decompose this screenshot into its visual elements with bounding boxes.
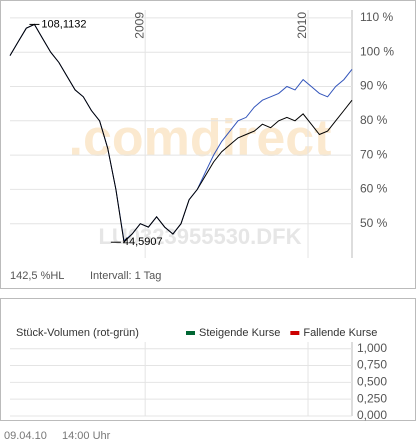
annotation: 108,1132: [41, 18, 86, 30]
x-tick-label: 2010: [295, 12, 309, 39]
y-tick-label: 110 %: [360, 10, 393, 24]
y-tick-label: 70 %: [360, 147, 388, 161]
volume-title: Stück-Volumen (rot-grün): [16, 327, 139, 339]
y-tick-label: 100 %: [360, 44, 394, 58]
x-tick-label: 2009: [132, 12, 146, 39]
legend-swatch: [290, 331, 300, 335]
annotation: 44,5907: [123, 236, 163, 248]
top-panel-frame: [0, 0, 416, 289]
interval-info: Intervall: 1 Tag: [90, 270, 161, 282]
y-tick-label: 80 %: [360, 113, 388, 127]
bottom-panel-frame: [0, 298, 416, 421]
legend-swatch: [186, 331, 195, 335]
legend-label: Steigende Kurse: [199, 327, 280, 339]
legend-label: Fallende Kurse: [303, 327, 377, 339]
y-tick-label: 60 %: [360, 182, 388, 196]
y-tick-label: 0,500: [357, 375, 387, 389]
symbol-watermark: LU0323955530.DFK: [98, 224, 301, 249]
footer-time: 14:00 Uhr: [62, 430, 111, 442]
y-tick-label: 50 %: [360, 216, 388, 230]
scale-info: 142,5 %HL: [10, 270, 64, 282]
footer-date: 09.04.10: [4, 430, 47, 442]
price-line: [9, 23, 353, 244]
y-tick-label: 0,000: [357, 408, 387, 422]
watermark: .comdirect: [69, 110, 332, 168]
y-tick-label: 0,250: [357, 391, 387, 405]
y-tick-label: 90 %: [360, 79, 388, 93]
y-tick-label: 1,000: [357, 341, 387, 355]
y-tick-label: 0,750: [357, 358, 387, 372]
